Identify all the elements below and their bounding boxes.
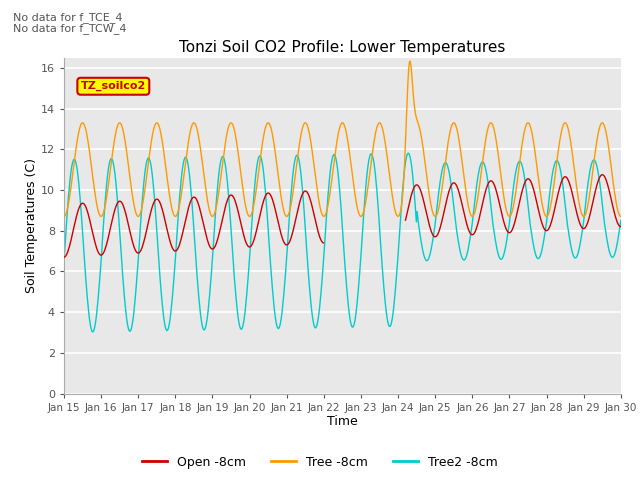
- Y-axis label: Soil Temperatures (C): Soil Temperatures (C): [25, 158, 38, 293]
- X-axis label: Time: Time: [327, 415, 358, 429]
- Text: No data for f_TCE_4: No data for f_TCE_4: [13, 12, 122, 23]
- Text: TZ_soilco2: TZ_soilco2: [81, 81, 146, 91]
- Text: No data for f_TCW_4: No data for f_TCW_4: [13, 23, 126, 34]
- Title: Tonzi Soil CO2 Profile: Lower Temperatures: Tonzi Soil CO2 Profile: Lower Temperatur…: [179, 40, 506, 55]
- Legend: Open -8cm, Tree -8cm, Tree2 -8cm: Open -8cm, Tree -8cm, Tree2 -8cm: [137, 451, 503, 474]
